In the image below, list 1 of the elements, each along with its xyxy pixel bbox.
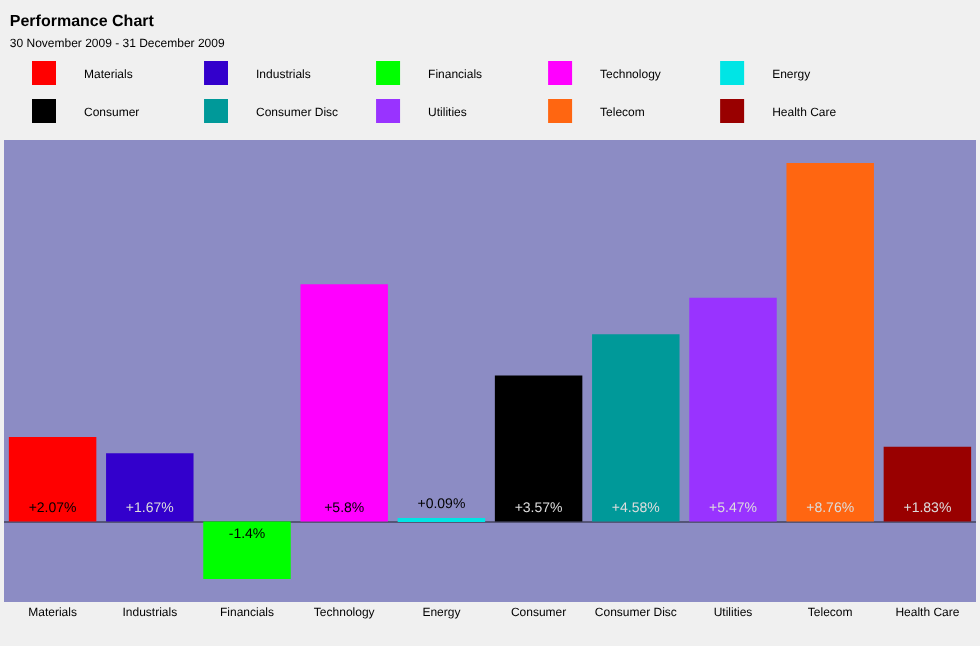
chart-title: Performance Chart — [9, 11, 155, 30]
